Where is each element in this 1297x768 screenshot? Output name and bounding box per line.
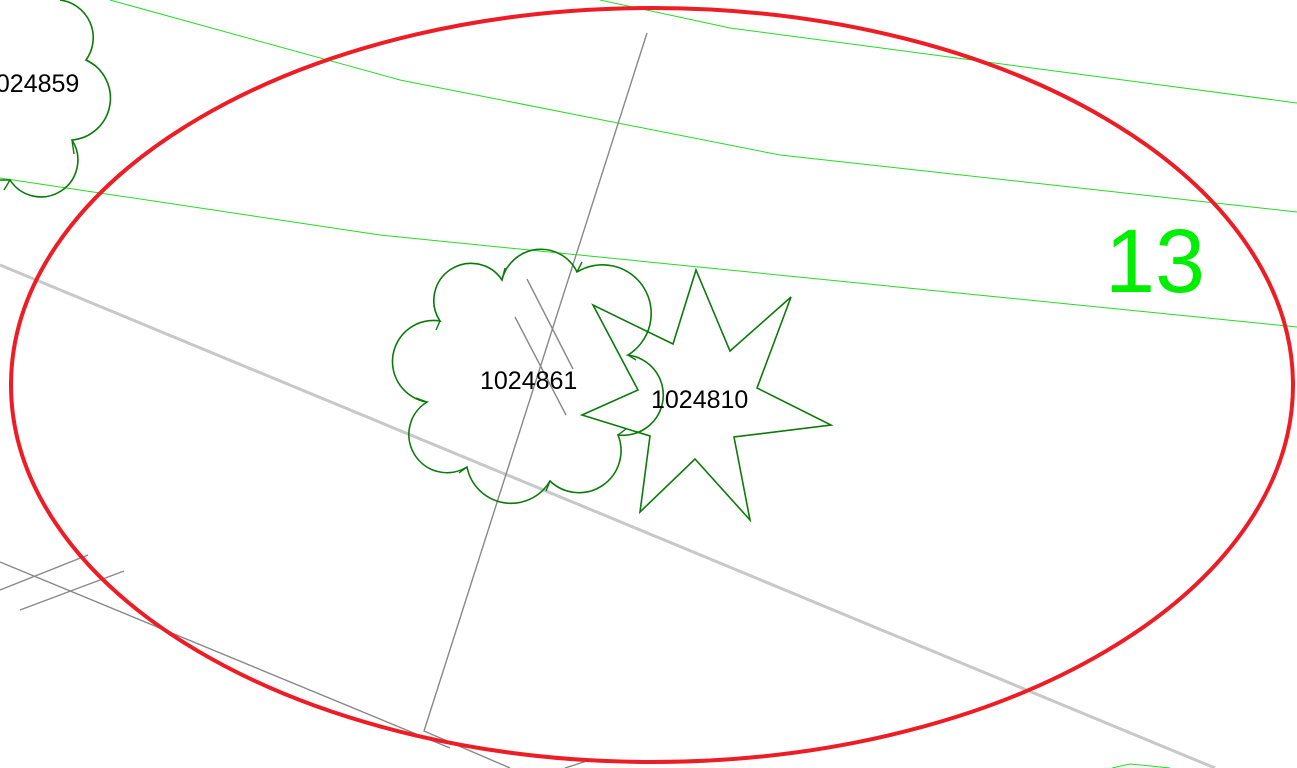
- road-line: [0, 263, 1216, 768]
- utility-line: [526, 278, 574, 370]
- zone-number-label: 13: [1105, 212, 1205, 312]
- tree-label: 1024810: [651, 386, 748, 414]
- tree-1024810[interactable]: 1024810: [579, 267, 834, 523]
- tree-1024861[interactable]: 1024861: [391, 248, 665, 505]
- utility-line: [514, 316, 567, 416]
- utility-line: [19, 570, 125, 611]
- cloud-tree-icon: [0, 0, 112, 198]
- selection-ellipse[interactable]: [9, 6, 1295, 764]
- tree-symbol-tick: [415, 261, 637, 492]
- zone-boundary-line: [109, 0, 1297, 213]
- zone-boundary-line: [1111, 763, 1171, 768]
- tree-symbol-tick: [3, 59, 97, 191]
- tree-label: 1024859: [0, 70, 79, 98]
- zone-boundary-line: [0, 177, 1297, 328]
- star-tree-icon: [579, 267, 834, 523]
- tree-1024859[interactable]: 1024859: [0, 0, 112, 198]
- utility-line: [0, 554, 89, 591]
- utility-line: [0, 561, 451, 749]
- tree-label: 1024861: [480, 367, 577, 395]
